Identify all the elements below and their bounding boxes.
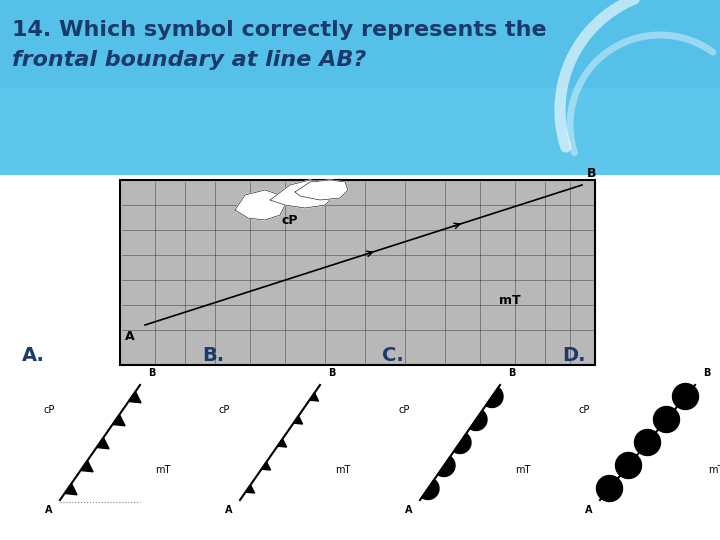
Text: cP: cP: [282, 213, 298, 226]
Text: B: B: [328, 368, 336, 378]
Text: cP: cP: [44, 405, 55, 415]
Polygon shape: [246, 485, 255, 493]
Text: mT: mT: [335, 465, 351, 475]
Text: B: B: [587, 167, 596, 180]
Polygon shape: [235, 190, 285, 220]
Polygon shape: [277, 439, 287, 447]
Bar: [120, 180, 595, 365]
Text: mT: mT: [515, 465, 531, 475]
Text: B: B: [508, 368, 516, 378]
Text: B.: B.: [202, 346, 224, 365]
Polygon shape: [96, 437, 109, 449]
Polygon shape: [261, 462, 271, 470]
Circle shape: [654, 407, 680, 433]
Text: A: A: [405, 505, 412, 515]
Circle shape: [616, 453, 642, 478]
Circle shape: [672, 383, 698, 409]
Text: A: A: [125, 330, 135, 343]
Polygon shape: [486, 388, 503, 408]
Polygon shape: [438, 456, 455, 476]
Polygon shape: [294, 416, 302, 424]
Text: 14. Which symbol correctly represents the: 14. Which symbol correctly represents th…: [12, 20, 546, 40]
Text: mT: mT: [499, 294, 521, 307]
Circle shape: [634, 429, 660, 456]
Text: B: B: [148, 368, 156, 378]
Text: mT: mT: [708, 465, 720, 475]
Text: A: A: [585, 505, 592, 515]
Text: A.: A.: [22, 346, 45, 365]
Polygon shape: [112, 415, 125, 426]
Text: A: A: [225, 505, 232, 515]
Text: mT: mT: [155, 465, 171, 475]
Text: cP: cP: [399, 405, 410, 415]
Text: A: A: [45, 505, 52, 515]
Polygon shape: [469, 410, 487, 430]
Text: cP: cP: [219, 405, 230, 415]
Polygon shape: [422, 480, 439, 500]
Bar: [0, 0, 720, 175]
Text: D.: D.: [562, 346, 585, 365]
Polygon shape: [65, 483, 77, 495]
Circle shape: [596, 476, 623, 502]
Text: B: B: [703, 368, 711, 378]
Text: cP: cP: [579, 405, 590, 415]
Bar: [0, 88, 720, 175]
Polygon shape: [270, 180, 335, 208]
Polygon shape: [295, 180, 348, 200]
Polygon shape: [129, 392, 141, 403]
Text: frontal boundary at line AB?: frontal boundary at line AB?: [12, 50, 366, 70]
Polygon shape: [454, 434, 471, 454]
Text: C.: C.: [382, 346, 404, 365]
Polygon shape: [310, 393, 318, 401]
Polygon shape: [81, 461, 93, 472]
